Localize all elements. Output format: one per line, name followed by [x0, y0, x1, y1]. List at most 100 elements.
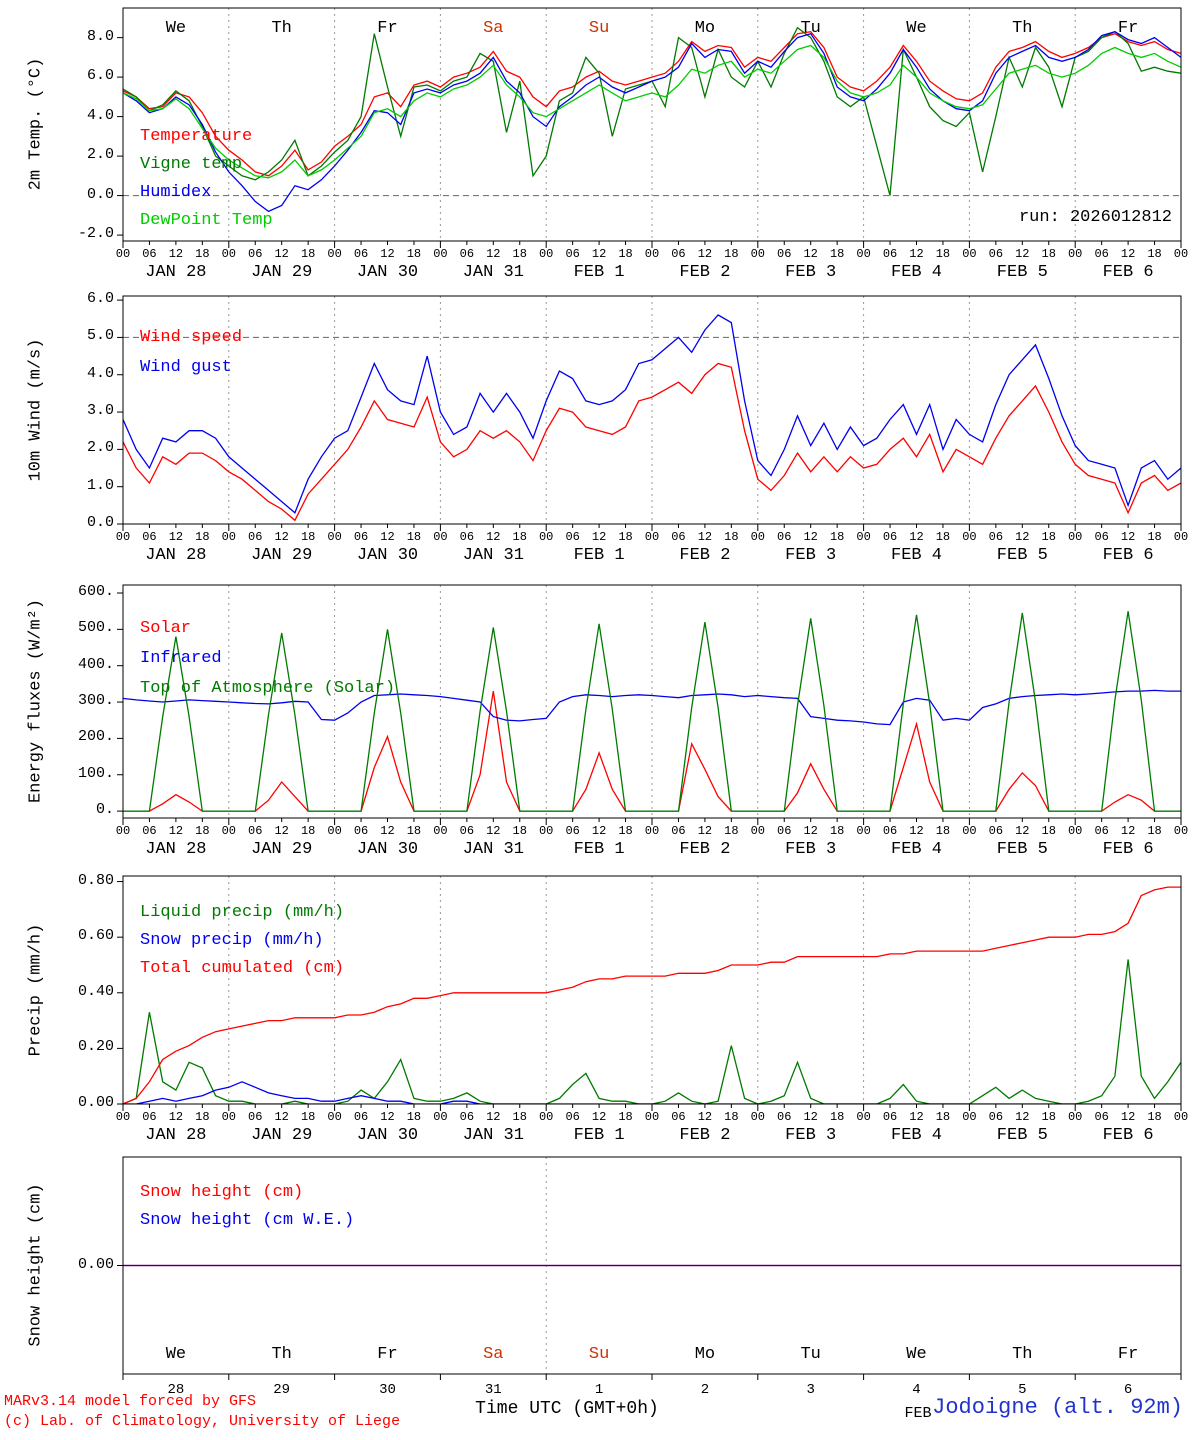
date-label: JAN 31 [462, 840, 524, 859]
hour-tick-label: 18 [1041, 824, 1056, 838]
legend-entry: Infrared [140, 649, 222, 668]
hour-tick-label: 12 [591, 1110, 607, 1124]
date-label: JAN 29 [251, 546, 313, 565]
hour-tick-label: 06 [248, 1110, 263, 1124]
legend-entry: DewPoint Temp [140, 211, 273, 230]
hour-tick-label: 00 [750, 1110, 765, 1124]
date-label: FEB 2 [679, 546, 731, 565]
hour-tick-label: 06 [988, 530, 1004, 544]
hour-tick-label: 06 [459, 824, 475, 838]
hour-tick-label: 12 [486, 247, 501, 261]
hour-tick-label: 00 [962, 824, 977, 838]
hour-tick-label: 06 [988, 824, 1004, 838]
hour-tick-label: 00 [1067, 1110, 1083, 1124]
hour-tick-label: 18 [935, 1110, 951, 1124]
hour-tick-label: 18 [724, 1110, 739, 1124]
hour-tick-label: 00 [856, 824, 871, 838]
date-label: FEB 6 [1102, 546, 1154, 565]
hour-tick-label: 18 [829, 1110, 845, 1124]
hour-tick-label: 06 [882, 530, 898, 544]
date-label: FEB 4 [890, 263, 943, 282]
date-label: FEB 3 [785, 1126, 837, 1145]
hour-tick-label: 06 [671, 247, 686, 261]
y-tick-label: 0.00 [77, 1255, 114, 1273]
hour-tick-label: 12 [803, 247, 818, 261]
date-label: FEB 4 [890, 840, 943, 859]
date-label: FEB 1 [573, 1126, 625, 1145]
y-tick-label: 1.0 [86, 476, 114, 494]
hour-tick-label: 00 [644, 530, 660, 544]
date-label: JAN 28 [145, 546, 207, 565]
date-label: FEB 5 [996, 263, 1048, 282]
hour-tick-label: 06 [565, 247, 580, 261]
day-label: Su [588, 1345, 610, 1364]
hour-tick-label: 00 [327, 247, 342, 261]
y-tick-label: -2.0 [77, 225, 114, 243]
date-label: FEB 3 [785, 263, 837, 282]
hour-tick-label: 00 [750, 824, 765, 838]
hour-tick-label: 06 [142, 824, 157, 838]
hour-tick-label: 00 [433, 824, 448, 838]
hour-tick-label: 12 [1015, 247, 1030, 261]
day-label: Fr [1117, 1345, 1139, 1364]
hour-tick-label: 18 [618, 1110, 633, 1124]
hour-tick-label: 00 [1067, 247, 1083, 261]
hour-tick-label: 12 [274, 530, 289, 544]
hour-tick-label: 00 [433, 247, 448, 261]
hour-tick-label: 18 [935, 530, 951, 544]
date-label: FEB 3 [785, 840, 837, 859]
hour-tick-label: 12 [168, 247, 184, 261]
day-number: 29 [273, 1382, 291, 1398]
hour-tick-label: 12 [274, 824, 289, 838]
hour-tick-label: 12 [274, 1110, 289, 1124]
hour-tick-label: 06 [142, 530, 157, 544]
hour-tick-label: 12 [591, 247, 607, 261]
hour-tick-label: 12 [1015, 1110, 1030, 1124]
hour-tick-label: 00 [115, 530, 131, 544]
hour-tick-label: 00 [962, 530, 977, 544]
hour-tick-label: 18 [1147, 530, 1162, 544]
hour-tick-label: 12 [909, 824, 924, 838]
hour-tick-label: 18 [1147, 1110, 1162, 1124]
hour-tick-label: 00 [644, 824, 660, 838]
hour-tick-label: 18 [406, 247, 422, 261]
y-tick-label: 0.80 [77, 871, 114, 889]
hour-tick-label: 06 [248, 824, 263, 838]
date-label: JAN 28 [145, 1126, 207, 1145]
hour-tick-label: 00 [1173, 1110, 1189, 1124]
hour-tick-label: 00 [1173, 824, 1189, 838]
date-label: FEB 2 [679, 1126, 731, 1145]
hour-tick-label: 12 [909, 247, 924, 261]
date-label: JAN 29 [251, 840, 313, 859]
hour-tick-label: 18 [406, 824, 422, 838]
hour-tick-label: 12 [591, 530, 607, 544]
time-axis-label: Time UTC (GMT+0h) [475, 1399, 659, 1419]
lab-credit: (c) Lab. of Climatology, University of L… [4, 1413, 401, 1430]
date-label: JAN 31 [462, 1126, 524, 1145]
hour-tick-label: 00 [115, 247, 131, 261]
day-label: Th [1012, 19, 1033, 38]
date-label: JAN 31 [462, 546, 524, 565]
hour-tick-label: 12 [274, 247, 289, 261]
legend-entry: Solar [140, 619, 192, 638]
y-tick-label: 300. [77, 692, 114, 710]
hour-tick-label: 18 [512, 247, 527, 261]
hour-tick-label: 00 [750, 530, 765, 544]
y-tick-label: 500. [77, 619, 114, 637]
y-tick-label: 0.0 [86, 185, 114, 203]
hour-tick-label: 18 [300, 824, 316, 838]
date-label: JAN 30 [356, 840, 419, 859]
date-label: FEB 1 [573, 263, 625, 282]
day-number: 28 [167, 1382, 185, 1398]
hour-tick-label: 12 [697, 824, 713, 838]
legend-entry: Snow height (cm W.E.) [140, 1211, 355, 1230]
hour-tick-label: 18 [512, 824, 527, 838]
hour-tick-label: 06 [1094, 530, 1109, 544]
hour-tick-label: 06 [353, 530, 369, 544]
hour-tick-label: 12 [697, 530, 713, 544]
date-label: JAN 28 [145, 263, 207, 282]
hour-tick-label: 18 [195, 247, 210, 261]
hour-tick-label: 12 [380, 824, 395, 838]
y-axis-title-precip: Precip (mm/h) [26, 923, 46, 1057]
